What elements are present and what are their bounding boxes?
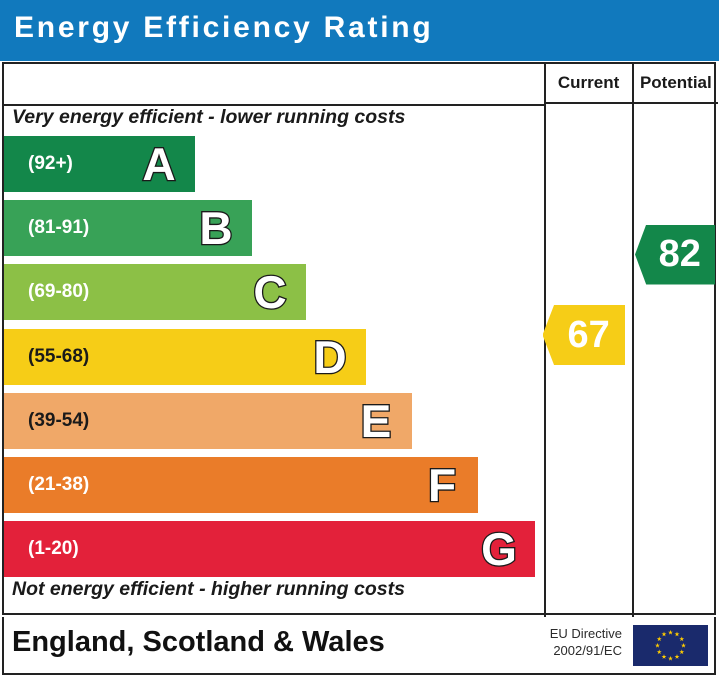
svg-text:F: F xyxy=(428,459,456,511)
svg-text:D: D xyxy=(313,331,346,383)
svg-text:E: E xyxy=(361,395,392,447)
svg-text:A: A xyxy=(142,138,175,190)
svg-text:B: B xyxy=(199,202,232,254)
svg-text:C: C xyxy=(253,266,286,318)
svg-text:G: G xyxy=(481,523,517,575)
